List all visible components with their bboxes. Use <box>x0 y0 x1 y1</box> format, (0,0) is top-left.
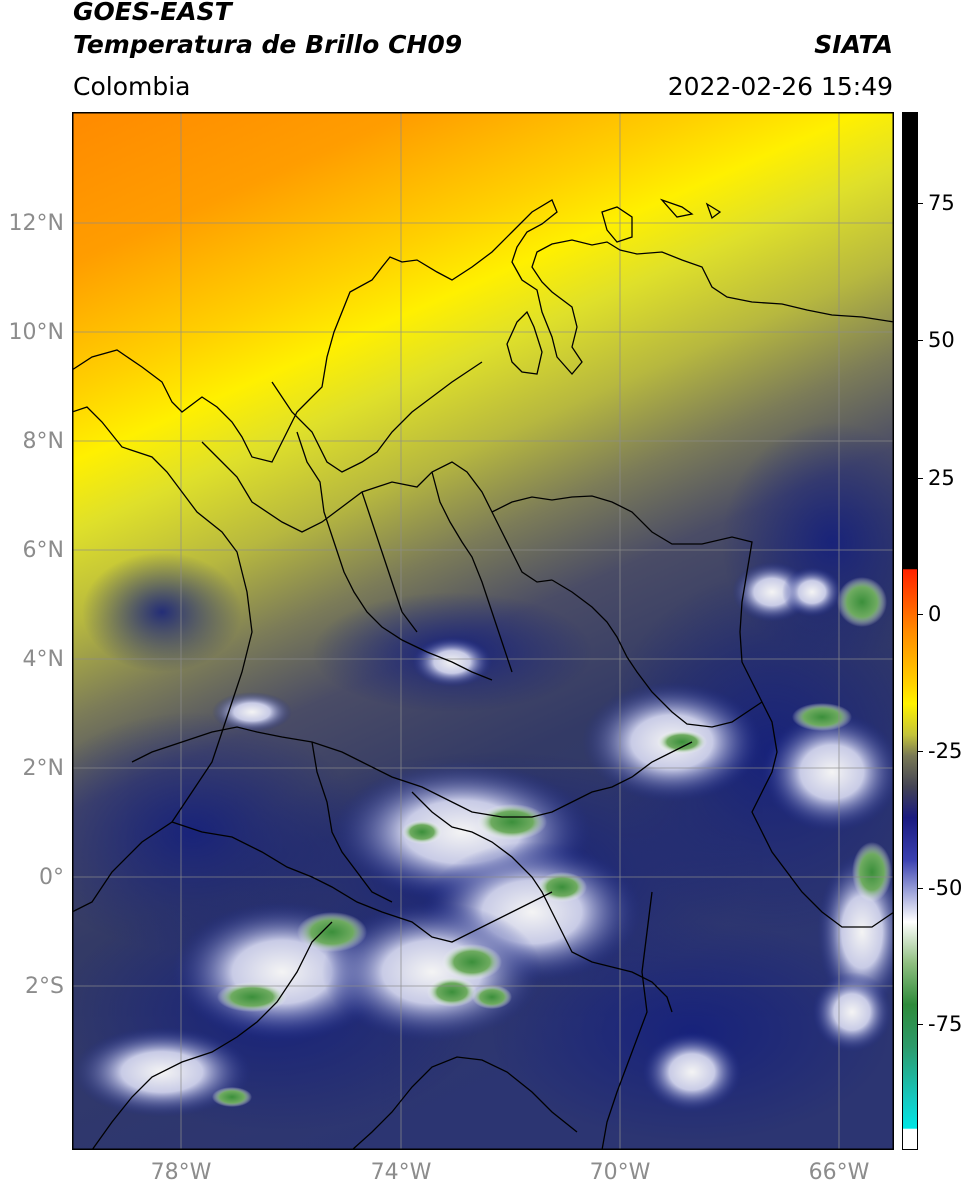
lat-label: 12°N <box>8 211 64 236</box>
lat-label: 4°N <box>22 647 64 672</box>
lat-label: 2°S <box>25 974 64 999</box>
colorbar-tick-label: 0 <box>928 602 942 626</box>
lat-label: 6°N <box>22 538 64 563</box>
region-label: Colombia <box>73 72 191 101</box>
colorbar-tick-mark <box>918 888 923 889</box>
colorbar-tick-label: 25 <box>928 466 955 490</box>
colorbar-tick-mark <box>918 340 923 341</box>
coastlines-and-borders <box>72 198 894 1150</box>
lat-label: 0° <box>39 865 64 890</box>
datetime-label: 2022-02-26 15:49 <box>667 72 893 101</box>
colorbar-tick-label: 50 <box>928 328 955 352</box>
lat-label: 10°N <box>8 320 64 345</box>
lon-label: 74°W <box>370 1160 432 1185</box>
satellite-title: GOES-EAST <box>73 0 232 26</box>
colorbar-tick-mark <box>918 1024 923 1025</box>
lat-label: 2°N <box>22 756 64 781</box>
lon-label: 66°W <box>808 1160 870 1185</box>
colorbar-tick-mark <box>918 203 923 204</box>
product-title: Temperatura de Brillo CH09 <box>73 30 463 59</box>
lon-label: 70°W <box>589 1160 651 1185</box>
colorbar-tick-label: 75 <box>928 191 955 215</box>
map-frame <box>72 112 894 1150</box>
colorbar-tick-mark <box>918 614 923 615</box>
coldest-cloud-tops <box>212 577 892 1107</box>
organization-label: SIATA <box>814 30 893 59</box>
colorbar-tick-mark <box>918 478 923 479</box>
colorbar-tick-label: -50 <box>928 876 963 900</box>
colorbar-tick-mark <box>918 751 923 752</box>
lon-label: 78°W <box>150 1160 212 1185</box>
colorbar <box>902 112 918 1150</box>
gridlines <box>72 112 894 1150</box>
brightness-temperature-map <box>72 112 894 1150</box>
colorbar-tick-label: -75 <box>928 1012 963 1036</box>
colorbar-tick-label: -25 <box>928 739 963 763</box>
lat-label: 8°N <box>22 429 64 454</box>
